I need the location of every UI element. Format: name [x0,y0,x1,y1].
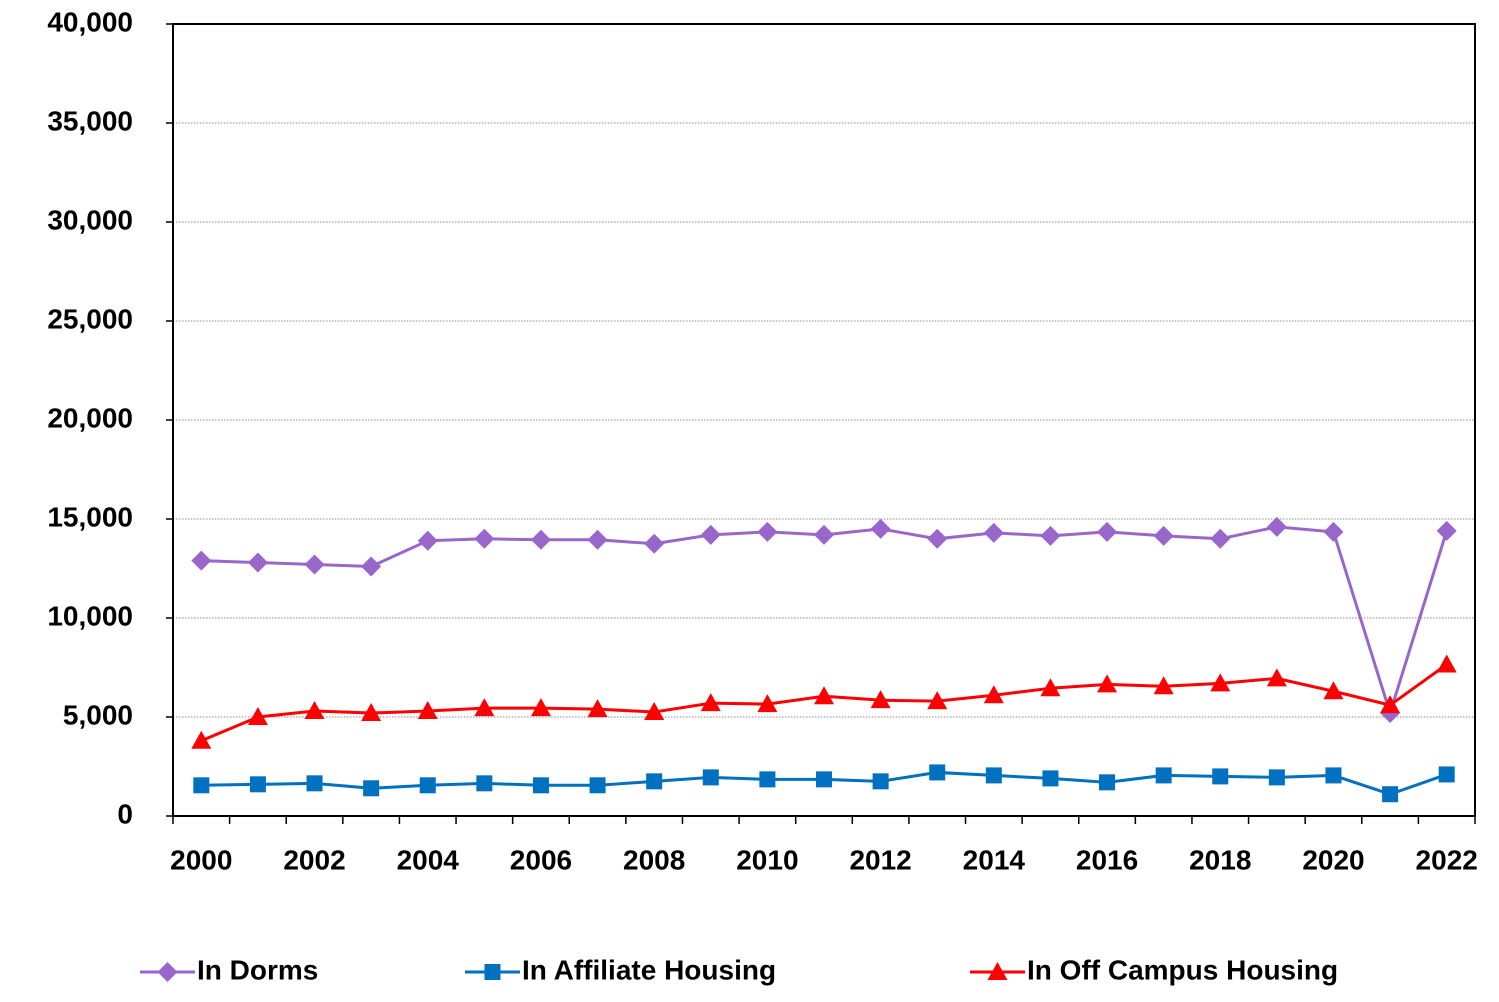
marker [1040,525,1061,546]
x-tick-label: 2000 [170,844,232,875]
marker [702,769,719,786]
marker [1097,674,1118,693]
x-tick-label: 2012 [849,844,911,875]
marker [872,773,889,790]
marker [1380,695,1401,714]
x-tick-label: 2004 [397,844,460,875]
marker [191,550,212,571]
marker [363,780,380,797]
x-tick-label: 2016 [1076,844,1138,875]
marker [193,777,210,794]
marker [361,703,382,722]
marker [646,773,663,790]
marker [587,699,608,718]
legend-label: In Dorms [197,954,318,985]
marker [700,524,721,545]
marker [1438,766,1455,783]
x-tick-label: 2020 [1302,844,1364,875]
marker [1155,767,1172,784]
y-tick-label: 30,000 [47,204,133,235]
marker [927,528,948,549]
x-tick-label: 2022 [1416,844,1478,875]
marker [1266,668,1287,687]
y-tick-label: 35,000 [47,105,133,136]
marker [1325,767,1342,784]
legend-marker [484,964,501,980]
marker [870,518,891,539]
marker [985,767,1002,784]
legend-label: In Off Campus Housing [1027,954,1338,985]
marker [247,552,268,573]
marker [983,685,1004,704]
marker [476,775,493,792]
marker [757,521,778,542]
y-tick-label: 40,000 [47,6,133,37]
marker [417,530,438,551]
marker [816,771,832,788]
marker [587,529,608,550]
marker [1436,520,1457,541]
x-tick-label: 2002 [283,844,345,875]
marker [361,556,382,577]
marker [474,698,495,717]
x-tick-label: 2006 [510,844,572,875]
legend-label: In Affiliate Housing [522,954,776,985]
marker [191,730,212,749]
y-tick-label: 20,000 [47,402,133,433]
marker [1323,521,1344,542]
marker [870,690,891,709]
marker [417,701,438,720]
marker [757,694,778,713]
legend-marker [157,962,178,982]
marker [1210,673,1231,692]
series-line [201,525,1449,719]
marker [247,707,268,725]
plot-border [172,23,1476,817]
marker [1097,521,1118,542]
marker [589,777,606,794]
marker [1040,678,1061,697]
y-tick-label: 10,000 [47,600,133,631]
marker [1266,516,1287,537]
marker [1436,654,1457,673]
y-tick-label: 25,000 [47,303,133,334]
marker [1153,525,1174,546]
x-tick-label: 2014 [963,844,1026,875]
marker [306,775,323,792]
marker [419,777,436,794]
legend-marker [987,962,1008,980]
marker [530,698,551,717]
x-tick-label: 2018 [1189,844,1251,875]
marker [1382,786,1399,803]
marker [530,529,551,550]
marker [814,686,834,705]
x-tick-label: 2010 [736,844,798,875]
marker [644,533,665,554]
marker [1042,770,1059,787]
marker [1210,528,1231,549]
marker [644,702,665,721]
marker [929,764,946,781]
marker [1099,774,1116,791]
marker [927,691,948,710]
marker [983,522,1004,543]
y-tick-label: 15,000 [47,501,133,532]
marker [700,693,721,712]
y-tick-label: 5,000 [63,699,133,730]
marker [532,777,549,794]
marker [1212,768,1229,785]
marker [474,528,495,549]
y-tick-label: 0 [117,798,133,829]
marker [304,554,325,575]
marker [1268,769,1285,786]
marker [1153,676,1174,695]
marker [249,776,266,793]
x-tick-label: 2008 [623,844,685,875]
marker [814,524,834,545]
marker [304,701,325,720]
marker [1323,681,1344,700]
marker [759,771,776,788]
